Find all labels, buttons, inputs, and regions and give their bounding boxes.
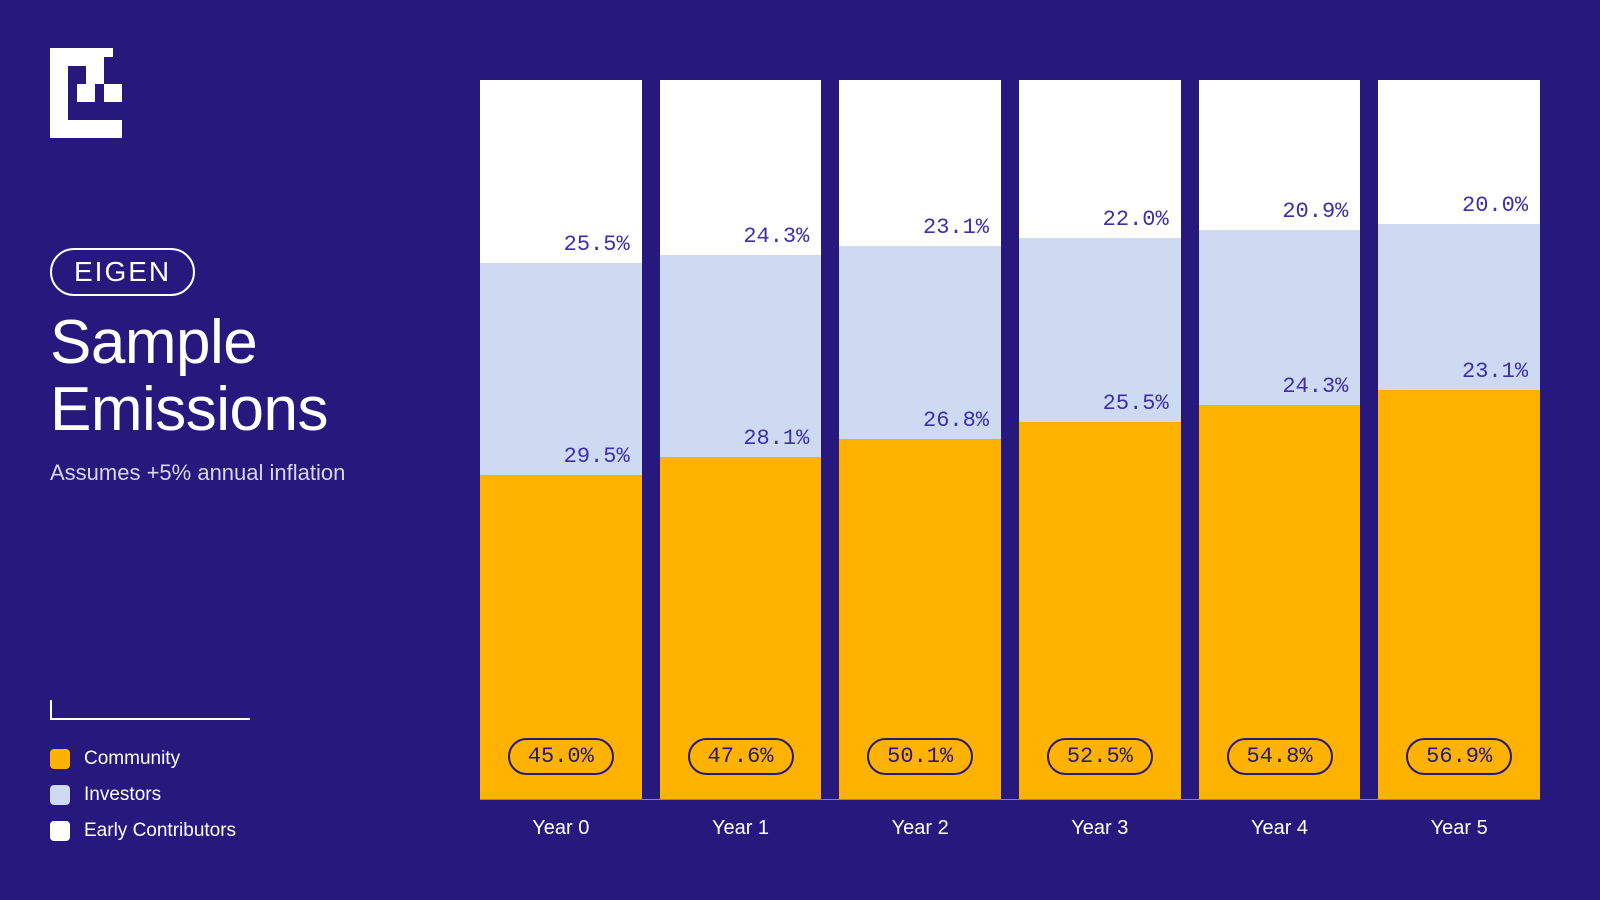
legend-label: Community	[84, 748, 180, 770]
value-pill-community: 52.5%	[1047, 738, 1153, 775]
value-label-investors: 23.1%	[1462, 359, 1528, 384]
chart-column: 22.0%25.5%52.5%Year 3	[1019, 80, 1181, 799]
segment-community: 45.0%	[480, 475, 642, 799]
chart-column: 20.0%23.1%56.9%Year 5	[1378, 80, 1540, 799]
page-subtitle: Assumes +5% annual inflation	[50, 460, 345, 486]
segment-community: 47.6%	[660, 457, 822, 799]
x-axis-label: Year 5	[1378, 817, 1540, 840]
value-label-investors: 25.5%	[1103, 391, 1169, 416]
value-pill-community: 45.0%	[508, 738, 614, 775]
chart-column: 24.3%28.1%47.6%Year 1	[660, 80, 822, 799]
segment-investors: 23.1%	[1378, 224, 1540, 390]
segment-early-contributors: 20.9%	[1199, 80, 1361, 230]
segment-investors: 24.3%	[1199, 230, 1361, 405]
segment-community: 56.9%	[1378, 390, 1540, 799]
value-label-investors: 29.5%	[564, 444, 630, 469]
segment-community: 50.1%	[839, 439, 1001, 799]
chart-column: 20.9%24.3%54.8%Year 4	[1199, 80, 1361, 799]
legend-label: Early Contributors	[84, 820, 236, 842]
legend-swatch	[50, 749, 70, 769]
value-label-investors: 24.3%	[1282, 374, 1348, 399]
segment-investors: 29.5%	[480, 263, 642, 475]
value-pill-community: 50.1%	[867, 738, 973, 775]
value-label-early-contributors: 25.5%	[564, 232, 630, 257]
chart-column: 25.5%29.5%45.0%Year 0	[480, 80, 642, 799]
segment-investors: 25.5%	[1019, 238, 1181, 421]
legend-swatch	[50, 821, 70, 841]
page-title: SampleEmissions	[50, 310, 328, 444]
legend-divider	[50, 718, 250, 720]
brand-logo	[50, 48, 140, 143]
value-pill-community: 54.8%	[1227, 738, 1333, 775]
segment-early-contributors: 24.3%	[660, 80, 822, 255]
value-label-investors: 28.1%	[743, 426, 809, 451]
legend-item-community: Community	[50, 748, 250, 770]
segment-investors: 28.1%	[660, 255, 822, 457]
segment-community: 52.5%	[1019, 422, 1181, 799]
segment-investors: 26.8%	[839, 246, 1001, 439]
x-axis-label: Year 3	[1019, 817, 1181, 840]
segment-early-contributors: 23.1%	[839, 80, 1001, 246]
legend-swatch	[50, 785, 70, 805]
legend: Community Investors Early Contributors	[50, 718, 250, 842]
value-label-early-contributors: 20.9%	[1282, 199, 1348, 224]
value-label-early-contributors: 24.3%	[743, 224, 809, 249]
segment-early-contributors: 22.0%	[1019, 80, 1181, 238]
value-label-investors: 26.8%	[923, 408, 989, 433]
x-axis-label: Year 2	[839, 817, 1001, 840]
segment-early-contributors: 25.5%	[480, 80, 642, 263]
emissions-chart: 25.5%29.5%45.0%Year 024.3%28.1%47.6%Year…	[480, 80, 1540, 800]
segment-early-contributors: 20.0%	[1378, 80, 1540, 224]
legend-label: Investors	[84, 784, 161, 806]
value-label-early-contributors: 22.0%	[1103, 207, 1169, 232]
token-badge: EIGEN	[50, 248, 195, 296]
segment-community: 54.8%	[1199, 405, 1361, 799]
value-pill-community: 56.9%	[1406, 738, 1512, 775]
value-pill-community: 47.6%	[687, 738, 793, 775]
x-axis-label: Year 1	[660, 817, 822, 840]
chart-column: 23.1%26.8%50.1%Year 2	[839, 80, 1001, 799]
x-axis-label: Year 4	[1199, 817, 1361, 840]
x-axis-label: Year 0	[480, 817, 642, 840]
value-label-early-contributors: 20.0%	[1462, 193, 1528, 218]
legend-item-investors: Investors	[50, 784, 250, 806]
legend-item-early-contributors: Early Contributors	[50, 820, 250, 842]
value-label-early-contributors: 23.1%	[923, 215, 989, 240]
